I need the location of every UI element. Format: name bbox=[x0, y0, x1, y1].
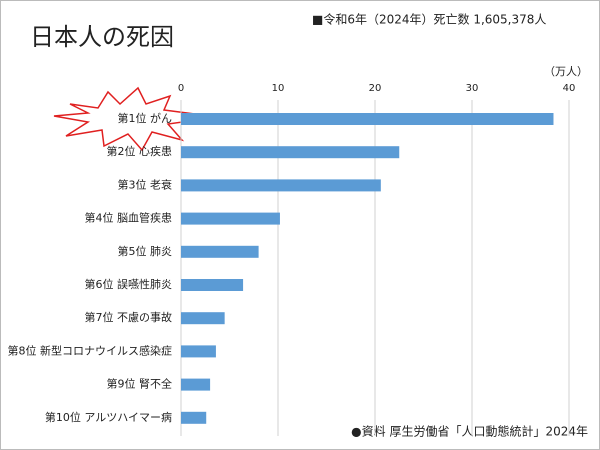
bar bbox=[181, 312, 225, 325]
y-tick-label: 第4位 脳血管疾患 bbox=[85, 211, 173, 225]
source: ●資料 厚生労働省「人口動態統計」2024年 bbox=[351, 424, 588, 439]
x-tick-label: 20 bbox=[369, 83, 382, 94]
bar bbox=[181, 378, 211, 391]
y-tick-label: 第10位 アルツハイマー病 bbox=[45, 410, 172, 424]
bar bbox=[181, 345, 216, 358]
bar bbox=[181, 146, 400, 159]
y-tick-label: 第5位 肺炎 bbox=[118, 244, 173, 258]
y-tick-label: 第6位 誤嚥性肺炎 bbox=[85, 277, 173, 291]
y-tick-label: 第8位 新型コロナウイルス感染症 bbox=[8, 343, 173, 357]
bar bbox=[181, 411, 207, 424]
subtitle: ■令和6年（2024年）死亡数 1,605,378人 bbox=[312, 12, 546, 27]
starburst bbox=[53, 86, 219, 152]
bar bbox=[181, 279, 244, 291]
x-tick-label: 10 bbox=[272, 83, 285, 94]
y-tick-label: 第9位 腎不全 bbox=[107, 377, 173, 391]
y-tick-label: 第2位 心疾患 bbox=[107, 144, 173, 158]
bar bbox=[181, 212, 280, 225]
y-tick-label: 第7位 不慮の事故 bbox=[85, 310, 173, 324]
bar bbox=[181, 245, 259, 258]
bar bbox=[181, 179, 381, 192]
chart-title: 日本人の死因 bbox=[30, 23, 174, 51]
x-tick-label: 30 bbox=[466, 83, 479, 94]
x-tick-label: 40 bbox=[563, 83, 576, 94]
y-tick-label: 第1位 がん bbox=[118, 111, 173, 125]
x-tick-label: 0 bbox=[178, 83, 184, 94]
unit-label: （万人） bbox=[544, 65, 588, 78]
y-tick-label: 第3位 老衰 bbox=[118, 177, 173, 191]
bar bbox=[181, 113, 554, 125]
